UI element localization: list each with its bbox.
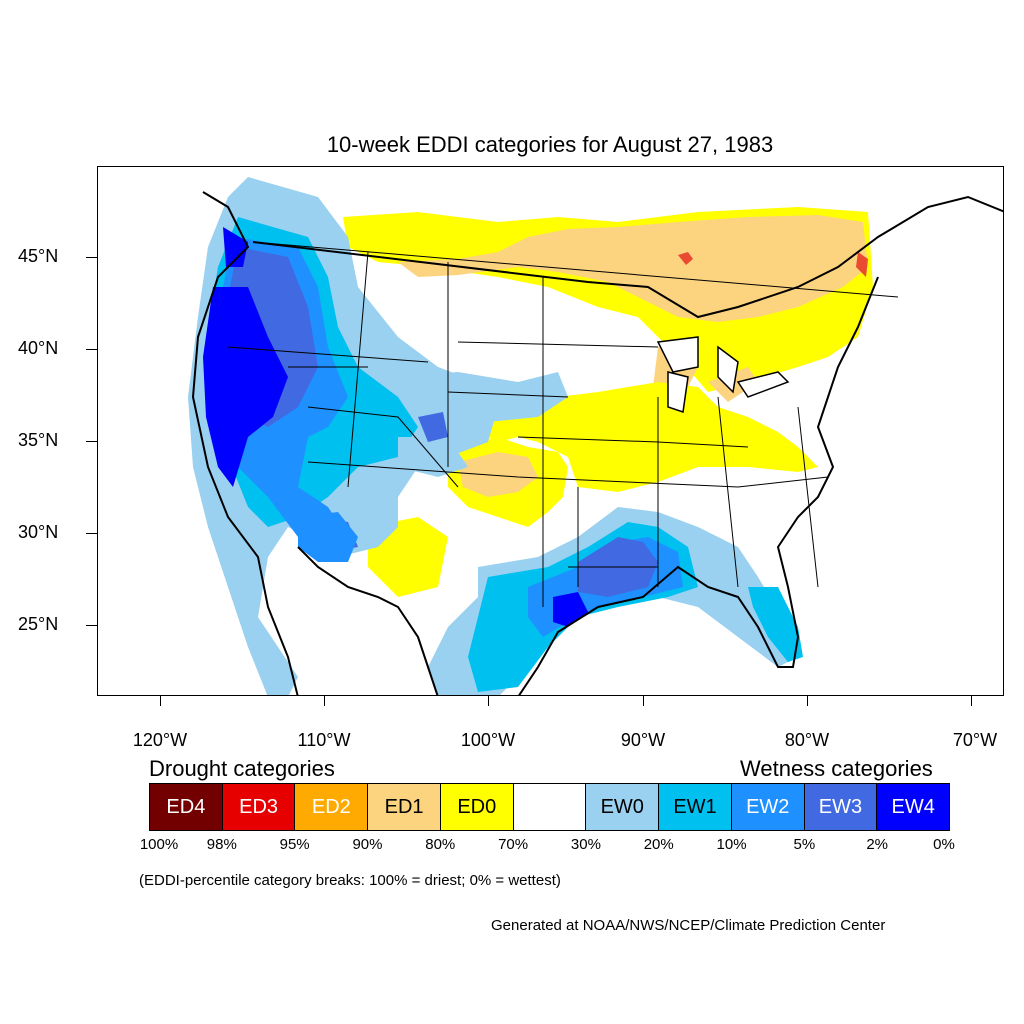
eddi-map (188, 177, 1003, 695)
lon-label-70: 70°W (952, 730, 998, 750)
legend-swatch-ed2: ED2 (295, 784, 369, 830)
percentile-break-label: 98% (206, 836, 237, 853)
wetness-categories-title: Wetness categories (740, 756, 933, 781)
lat-tick (86, 349, 97, 350)
west-wet-ew4 (203, 227, 288, 487)
lon-label-120: 120°W (132, 730, 188, 750)
percentile-break-label: 90% (352, 836, 383, 853)
percentile-break-label: 95% (279, 836, 310, 853)
great-lakes (656, 336, 790, 413)
central-plains-ew0 (398, 372, 568, 477)
lat-tick (86, 533, 97, 534)
legend-swatch-ew2: EW2 (731, 784, 805, 830)
category-legend: ED4 ED3 ED2 ED1 ED0 EW0 EW1 EW2 EW3 EW4 (149, 783, 950, 831)
map-title: 10-week EDDI categories for August 27, 1… (326, 132, 774, 157)
lat-tick (86, 257, 97, 258)
lon-label-90: 90°W (620, 730, 666, 750)
percentile-break-label: 70% (498, 836, 529, 853)
legend-swatch-ew4: EW4 (877, 784, 950, 830)
coastline (191, 191, 1003, 695)
lat-label-25: 25°N (18, 614, 59, 634)
legend-swatch-ed1: ED1 (368, 784, 441, 830)
percentile-break-label: 100% (139, 836, 179, 853)
lon-tick (807, 696, 808, 706)
legend-swatch-ew0: EW0 (586, 784, 660, 830)
lat-label-45: 45°N (18, 246, 59, 266)
percentile-break-label: 0% (933, 836, 955, 853)
percentile-break-label: 80% (425, 836, 456, 853)
canada-drought-ed1 (398, 215, 868, 322)
legend-swatch-ed3: ED3 (222, 784, 296, 830)
lon-label-110: 110°W (297, 730, 351, 750)
legend-swatch-ed4: ED4 (150, 784, 223, 830)
southwest-wet-ew2 (298, 512, 358, 562)
florida-wet (748, 587, 803, 662)
credit-line: Generated at NOAA/NWS/NCEP/Climate Predi… (491, 917, 886, 934)
lon-tick (324, 696, 325, 706)
lat-label-35: 35°N (18, 430, 59, 450)
lon-tick (971, 696, 972, 706)
southern-plains-ed1 (458, 452, 538, 497)
legend-swatch-ew3: EW3 (804, 784, 878, 830)
percentile-break-label: 20% (643, 836, 674, 853)
midwest-drought-yellow (478, 382, 818, 492)
legend-swatch-normal (513, 784, 587, 830)
map-frame (97, 166, 1004, 696)
percentile-break-label: 10% (716, 836, 747, 853)
lat-label-30: 30°N (18, 522, 59, 542)
lon-tick (160, 696, 161, 706)
percentile-break-label: 30% (570, 836, 601, 853)
lon-tick (643, 696, 644, 706)
category-note: (EDDI-percentile category breaks: 100% =… (139, 872, 561, 889)
percentile-break-label: 2% (866, 836, 889, 853)
legend-swatch-ed0: ED0 (440, 784, 514, 830)
state-boundaries (227, 241, 899, 607)
lon-label-80: 80°W (784, 730, 830, 750)
legend-swatch-ew1: EW1 (659, 784, 732, 830)
lon-tick (488, 696, 489, 706)
lon-label-100: 100°W (460, 730, 516, 750)
lat-label-40: 40°N (18, 338, 59, 358)
lat-tick (86, 625, 97, 626)
percentile-break-label: 5% (793, 836, 816, 853)
lat-tick (86, 441, 97, 442)
drought-categories-title: Drought categories (149, 756, 335, 781)
colorado-ew3 (418, 412, 448, 442)
